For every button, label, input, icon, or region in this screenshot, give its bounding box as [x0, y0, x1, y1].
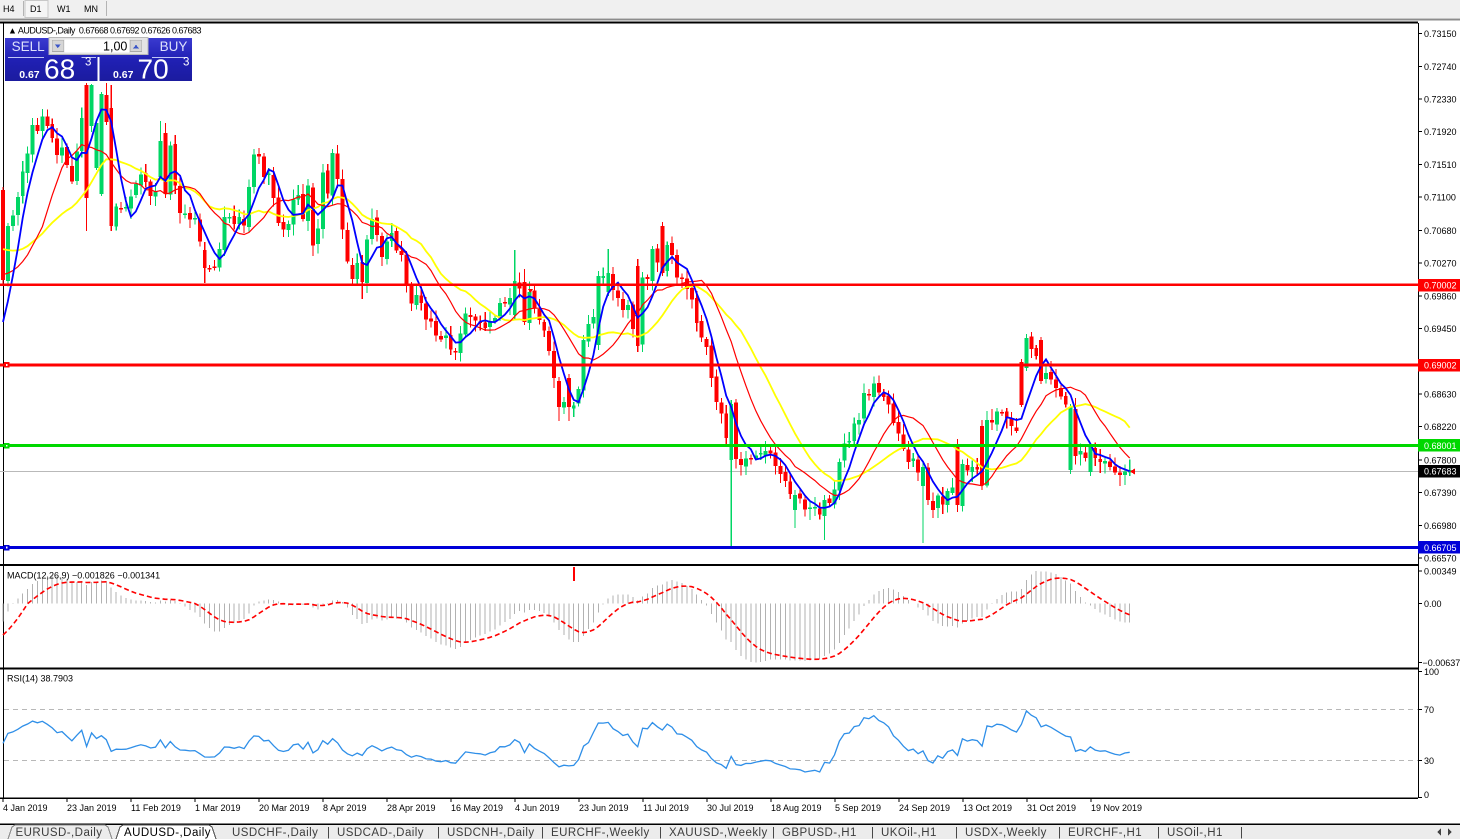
svg-text:0.73150: 0.73150	[1424, 29, 1457, 39]
svg-text:0.71510: 0.71510	[1424, 160, 1457, 170]
svg-text:0.66705: 0.66705	[1424, 543, 1457, 553]
svg-text:0.67683: 0.67683	[1424, 467, 1457, 477]
svg-text:USDCAD-,Daily: USDCAD-,Daily	[337, 827, 424, 839]
svg-text:|: |	[871, 827, 874, 839]
svg-text:|: |	[772, 827, 775, 839]
svg-text:0.70270: 0.70270	[1424, 259, 1457, 269]
svg-text:0.68630: 0.68630	[1424, 389, 1457, 399]
svg-text:▲ AUDUSD-,Daily 0.67668 0.676: ▲ AUDUSD-,Daily 0.67668 0.67692 0.67626 …	[8, 26, 202, 36]
svg-text:30: 30	[1424, 756, 1434, 766]
svg-text:3: 3	[85, 57, 91, 69]
svg-text:0.00: 0.00	[1424, 599, 1442, 609]
svg-text:EURUSD-,Daily: EURUSD-,Daily	[16, 827, 103, 839]
svg-text:0.66570: 0.66570	[1424, 554, 1457, 564]
svg-text:|: |	[437, 827, 440, 839]
svg-text:0.70680: 0.70680	[1424, 226, 1457, 236]
svg-text:4 Jun 2019: 4 Jun 2019	[515, 803, 560, 813]
svg-text:3: 3	[183, 57, 189, 69]
svg-text:XAUUSD-,Weekly: XAUUSD-,Weekly	[669, 827, 768, 839]
svg-text:70: 70	[1424, 705, 1434, 715]
svg-text:19 Nov 2019: 19 Nov 2019	[1091, 803, 1142, 813]
svg-text:|: |	[659, 827, 662, 839]
svg-text:70: 70	[138, 54, 169, 85]
svg-text:0.67800: 0.67800	[1424, 456, 1457, 466]
svg-text:11 Feb 2019: 11 Feb 2019	[131, 803, 181, 813]
svg-text:0.69860: 0.69860	[1424, 291, 1457, 301]
svg-text:1 Mar 2019: 1 Mar 2019	[195, 803, 241, 813]
svg-text:13 Oct 2019: 13 Oct 2019	[963, 803, 1012, 813]
svg-text:0.67: 0.67	[113, 69, 134, 81]
svg-text:EURCHF-,H1: EURCHF-,H1	[1068, 827, 1142, 839]
svg-text:0: 0	[1424, 790, 1429, 800]
svg-text:USDCHF-,Daily: USDCHF-,Daily	[232, 827, 318, 839]
svg-text:16 May 2019: 16 May 2019	[451, 803, 503, 813]
svg-text:0.66980: 0.66980	[1424, 521, 1457, 531]
svg-text:23 Jan 2019: 23 Jan 2019	[67, 803, 117, 813]
svg-text:−0.00637: −0.00637	[1423, 658, 1460, 668]
svg-text:1,00: 1,00	[103, 39, 127, 53]
svg-text:0.68220: 0.68220	[1424, 422, 1457, 432]
svg-text:W1: W1	[57, 4, 71, 14]
svg-text:0.68001: 0.68001	[1424, 441, 1457, 451]
svg-text:AUDUSD-,Daily: AUDUSD-,Daily	[124, 827, 211, 839]
svg-text:68: 68	[44, 54, 75, 85]
svg-text:USDX-,Weekly: USDX-,Weekly	[965, 827, 1047, 839]
svg-text:8 Apr 2019: 8 Apr 2019	[323, 803, 367, 813]
svg-text:30 Jul 2019: 30 Jul 2019	[707, 803, 754, 813]
svg-text:BUY: BUY	[160, 39, 188, 54]
svg-text:MN: MN	[84, 4, 98, 14]
svg-text:|: |	[1058, 827, 1061, 839]
svg-text:|: |	[541, 827, 544, 839]
svg-text:0.72330: 0.72330	[1424, 95, 1457, 105]
svg-text:20 Mar 2019: 20 Mar 2019	[259, 803, 310, 813]
svg-text:0.71100: 0.71100	[1424, 193, 1456, 203]
svg-text:GBPUSD-,H1: GBPUSD-,H1	[782, 827, 857, 839]
svg-text:MACD(12,26,9) −0.001826 −0.001: MACD(12,26,9) −0.001826 −0.001341	[7, 571, 160, 581]
svg-text:18 Aug 2019: 18 Aug 2019	[771, 803, 822, 813]
svg-text:100: 100	[1424, 667, 1439, 677]
svg-text:0.69450: 0.69450	[1424, 324, 1457, 334]
svg-text:0.67: 0.67	[19, 69, 40, 81]
svg-text:24 Sep 2019: 24 Sep 2019	[899, 803, 950, 813]
svg-text:0.70002: 0.70002	[1424, 281, 1457, 291]
svg-text:0.69002: 0.69002	[1424, 361, 1457, 371]
svg-text:SELL: SELL	[12, 39, 46, 54]
svg-text:USOil-,H1: USOil-,H1	[1167, 827, 1223, 839]
svg-text:H4: H4	[3, 4, 15, 14]
svg-text:5 Sep 2019: 5 Sep 2019	[835, 803, 881, 813]
svg-text:4 Jan 2019: 4 Jan 2019	[3, 803, 48, 813]
svg-text:31 Oct 2019: 31 Oct 2019	[1027, 803, 1076, 813]
svg-text:|: |	[1157, 827, 1160, 839]
svg-text:|: |	[327, 827, 330, 839]
svg-text:0.00349: 0.00349	[1424, 567, 1457, 577]
svg-text:11 Jul 2019: 11 Jul 2019	[643, 803, 689, 813]
svg-text:USDCNH-,Daily: USDCNH-,Daily	[447, 827, 535, 839]
svg-text:RSI(14) 38.7903: RSI(14) 38.7903	[7, 674, 73, 684]
svg-text:28 Apr 2019: 28 Apr 2019	[387, 803, 436, 813]
svg-text:|: |	[955, 827, 958, 839]
svg-text:UKOil-,H1: UKOil-,H1	[881, 827, 937, 839]
svg-text:0.72740: 0.72740	[1424, 62, 1457, 72]
svg-text:0.67390: 0.67390	[1424, 488, 1457, 498]
svg-text:|: |	[1240, 827, 1243, 839]
svg-text:EURCHF-,Weekly: EURCHF-,Weekly	[551, 827, 650, 839]
svg-text:D1: D1	[30, 4, 42, 14]
svg-text:23 Jun 2019: 23 Jun 2019	[579, 803, 629, 813]
svg-text:0.71920: 0.71920	[1424, 127, 1457, 137]
